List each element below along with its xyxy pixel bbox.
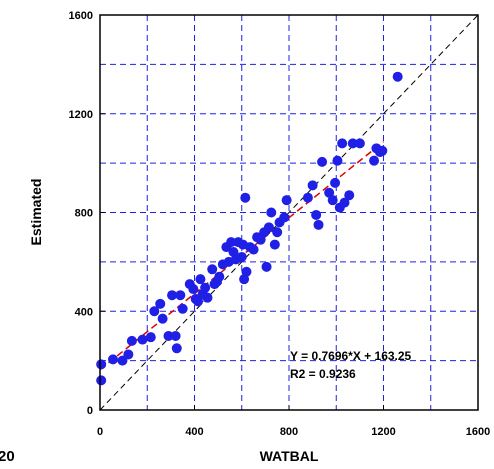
data-point <box>96 359 107 370</box>
panel-label: 20 <box>0 448 15 465</box>
data-point <box>167 290 178 301</box>
data-point <box>302 192 313 203</box>
data-point <box>255 234 266 245</box>
data-point <box>195 274 206 285</box>
data-point <box>344 190 355 201</box>
x-ticks: 0 400 800 1200 1600 <box>97 405 490 438</box>
data-point <box>281 195 292 206</box>
data-point <box>175 290 186 301</box>
data-point <box>177 303 188 314</box>
data-point <box>354 138 365 149</box>
data-point <box>226 237 237 248</box>
data-point <box>123 349 134 360</box>
data-point <box>170 330 181 341</box>
data-point <box>307 180 318 191</box>
data-points <box>96 71 403 386</box>
data-point <box>327 195 338 206</box>
data-point <box>207 264 218 275</box>
data-point <box>263 222 274 233</box>
data-point <box>163 330 174 341</box>
x-tick-label: 400 <box>185 426 203 438</box>
data-point <box>188 284 199 295</box>
data-point <box>337 138 348 149</box>
y-axis-title: Estimated <box>28 179 44 246</box>
data-point <box>330 177 341 188</box>
x-tick-label: 0 <box>97 426 103 438</box>
data-point <box>236 251 247 262</box>
data-point <box>145 332 156 343</box>
data-point <box>324 187 335 198</box>
data-point <box>377 145 388 156</box>
identity-line-path <box>99 14 479 411</box>
data-point <box>171 343 182 354</box>
data-point <box>347 138 358 149</box>
r2-label: R2 = 0.9236 <box>290 367 356 381</box>
y-tick-label: 800 <box>75 208 93 220</box>
data-point <box>313 219 324 230</box>
data-point <box>272 227 283 238</box>
data-point <box>155 298 166 309</box>
data-point <box>96 375 107 386</box>
data-point <box>261 261 272 272</box>
data-point <box>193 296 204 307</box>
data-point <box>149 306 160 317</box>
y-tick-label: 0 <box>87 405 93 417</box>
data-point <box>339 197 350 208</box>
data-point <box>392 71 403 82</box>
data-point <box>279 212 290 223</box>
data-point <box>241 266 252 277</box>
y-ticks: 0 400 800 1200 1600 <box>69 10 105 417</box>
data-point <box>107 354 118 365</box>
y-tick-label: 1200 <box>69 109 93 121</box>
y-tick-label: 400 <box>75 306 93 318</box>
x-axis-title: WATBAL <box>260 448 319 464</box>
data-point <box>214 271 225 282</box>
data-point <box>117 355 128 366</box>
data-point <box>311 209 322 220</box>
grid-lines <box>100 15 478 410</box>
data-point <box>269 239 280 250</box>
data-point <box>332 155 343 166</box>
data-point <box>369 155 380 166</box>
data-point <box>157 313 168 324</box>
data-point <box>137 334 148 345</box>
data-point <box>240 192 251 203</box>
fit-equation-label: Y = 0.7696*X + 163.25 <box>290 349 412 363</box>
data-point <box>202 292 213 303</box>
data-point <box>200 282 211 293</box>
data-point <box>266 207 277 218</box>
y-tick-label: 1600 <box>69 10 93 22</box>
identity-line <box>99 14 479 411</box>
x-tick-label: 800 <box>280 426 298 438</box>
data-point <box>126 335 137 346</box>
data-point <box>317 156 328 167</box>
x-tick-label: 1600 <box>466 426 490 438</box>
x-tick-label: 1200 <box>371 426 395 438</box>
data-point <box>248 244 259 255</box>
